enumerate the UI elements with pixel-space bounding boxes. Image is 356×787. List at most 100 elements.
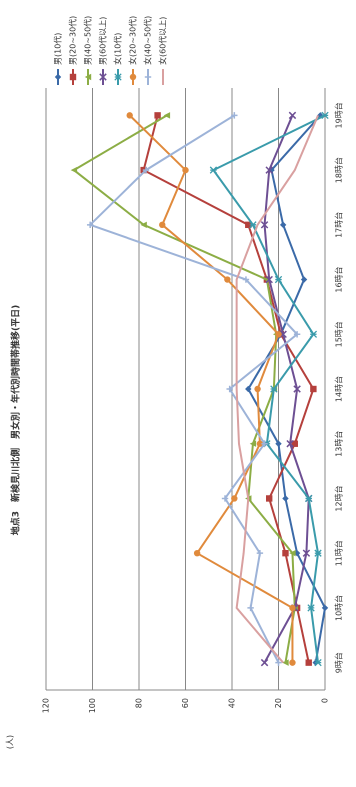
marker [288,111,297,120]
marker [300,276,308,283]
legend-label: 男(20~30代) [68,16,78,65]
marker [54,73,62,81]
marker [221,495,229,502]
marker [231,495,238,502]
marker [142,166,150,174]
marker [126,112,133,119]
marker [289,659,296,666]
marker [86,221,94,229]
marker [193,549,201,557]
marker [310,385,317,393]
marker [249,221,257,229]
legend-label: 男(10代) [53,33,63,65]
x-tick-label: 10時台 [334,595,344,621]
x-tick-label: 12時台 [334,485,344,511]
marker [247,604,254,612]
marker [256,549,264,557]
marker [274,275,283,284]
marker [307,604,315,612]
y-tick-label: 0 [321,698,330,703]
marker [291,440,298,447]
marker [302,549,311,557]
marker [163,112,171,119]
x-tick-label: 9時台 [334,652,344,673]
x-tick-label: 11時台 [334,540,344,566]
chart-title: 地点3 新検見川北側 男女別・年代別時間帯推移(平日) [10,305,22,536]
marker [282,549,289,557]
marker [305,494,313,503]
marker [314,549,322,557]
marker [282,659,289,666]
y-tick-label: 80 [135,698,144,708]
y-tick-label: 100 [88,698,97,713]
marker [245,221,252,229]
marker [154,112,161,119]
marker [314,658,322,667]
legend-label: 男(60代以上) [98,17,108,65]
marker [129,73,137,81]
marker [209,166,218,174]
y-tick-label: 120 [42,698,51,713]
x-tick-label: 13時台 [334,431,344,457]
y-tick-label: 60 [181,698,190,708]
x-tick-label: 15時台 [334,321,344,347]
marker [99,73,107,81]
series-line [128,114,294,663]
legend-label: 女(40~50代) [143,16,153,65]
marker [114,73,122,81]
marker [144,73,152,81]
legend-label: 男(40~50代) [83,16,93,65]
marker [293,331,301,338]
marker [242,276,250,283]
marker [260,658,269,667]
marker [286,439,294,448]
marker [289,604,296,612]
marker [275,659,282,666]
marker [245,385,252,393]
marker [305,659,312,666]
marker [321,604,329,612]
marker [309,330,318,338]
marker [182,166,189,174]
marker [70,166,78,174]
marker [261,440,268,447]
series-line [235,114,319,664]
marker [275,331,282,338]
x-tick-label: 16時台 [334,266,344,292]
x-tick-label: 19時台 [334,102,344,128]
marker [265,275,273,284]
marker [293,385,301,393]
legend-label: 女(20~30代) [128,16,138,65]
y-tick-label: 20 [274,698,283,708]
marker [279,330,287,339]
series-line [72,114,296,663]
marker [282,495,289,502]
marker [231,112,238,119]
x-tick-label: 18時台 [334,157,344,183]
y-tick-label: 40 [228,698,237,708]
legend-label: 女(60代以上) [158,17,168,65]
marker [279,221,287,229]
marker [249,440,257,447]
x-tick-label: 14時台 [334,376,344,402]
x-tick-label: 17時台 [334,212,344,238]
marker [84,73,92,81]
marker [140,221,147,229]
marker [275,440,282,447]
marker [260,221,269,229]
marker [321,111,329,120]
legend-label: 女(10代) [113,33,123,65]
marker [265,166,273,174]
marker [224,276,231,283]
marker [254,385,261,393]
y-axis-label: (人) [6,735,15,749]
marker [226,385,233,393]
marker [266,495,273,502]
marker [256,440,264,447]
marker [159,221,166,229]
marker [270,385,278,393]
marker [317,112,324,119]
marker [289,549,296,557]
marker [69,73,77,81]
